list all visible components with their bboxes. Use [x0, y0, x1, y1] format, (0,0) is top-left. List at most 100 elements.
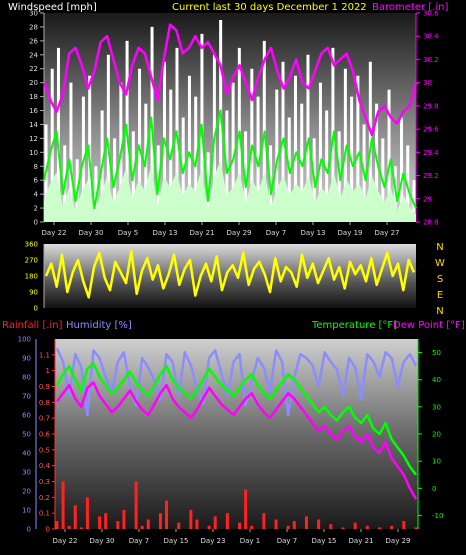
direction-tick-label: 270 — [25, 257, 38, 265]
barometer-tick-label: 29.8 — [423, 102, 439, 110]
barometer-tick-label: 30.2 — [423, 56, 439, 64]
barometer-tick-label: 30 — [423, 79, 432, 87]
dewpoint-label: Dew Point [°F] — [393, 320, 465, 331]
humidity-tick-label: 0 — [27, 526, 31, 534]
wind-tick-label: 18 — [29, 93, 38, 101]
dewpoint-line — [56, 381, 418, 500]
wind-tick-label: 22 — [29, 65, 38, 73]
weather-x-tick-label: Day 30 — [90, 537, 115, 545]
wind-tick-label: 16 — [29, 107, 38, 115]
rain-tick-label: 0.4 — [39, 462, 51, 470]
rain-tick-label: 0.3 — [39, 478, 50, 486]
rain-tick-label: 0 — [46, 526, 50, 534]
weather-x-tick-label: Day 29 — [386, 537, 411, 545]
humidity-tick-label: 70 — [22, 393, 31, 401]
humidity-tick-label: 40 — [22, 450, 31, 458]
wind-tick-label: 0 — [34, 219, 38, 227]
wind-tick-label: 26 — [29, 37, 38, 45]
rain-tick-label: 0.5 — [39, 446, 50, 454]
rain-tick-label: 0.7 — [39, 415, 50, 423]
barometer-tick-label: 29.6 — [423, 126, 439, 134]
windspeed-label: Windspeed [mph] — [8, 2, 97, 13]
wind-tick-label: 2 — [34, 205, 38, 213]
compass-label: N — [436, 306, 443, 317]
barometer-tick-label: 30.4 — [423, 33, 439, 41]
rain-tick-label: 0.8 — [39, 399, 50, 407]
chart-title: Current last 30 days December 1 2022 — [172, 2, 367, 13]
wind-tick-label: 10 — [29, 149, 38, 157]
rainfall-label: Rainfall [.in] — [2, 320, 63, 331]
wind-x-tick-label: Day 13 — [301, 229, 326, 237]
temperature-line — [55, 362, 417, 476]
weather-x-tick-label: Day 22 — [53, 537, 78, 545]
barometer-label: Barometer [.in] — [372, 2, 448, 13]
wind-tick-label: 6 — [34, 177, 39, 185]
wind-tick-label: 20 — [29, 79, 38, 87]
rain-tick-label: 0.1 — [39, 510, 50, 518]
weather-plot-area — [55, 339, 418, 529]
compass-label: E — [437, 290, 443, 301]
direction-tick-label: 180 — [25, 273, 38, 281]
barometer-tick-label: 29.2 — [423, 172, 439, 180]
wind-x-tick-label: Day 27 — [375, 229, 400, 237]
wind-x-tick-label: Day 22 — [42, 229, 67, 237]
weather-x-tick-label: Day 7 — [129, 537, 150, 545]
temperature-tick-label: 50 — [432, 349, 441, 357]
humidity-tick-label: 20 — [22, 488, 31, 496]
temperature-tick-label: 40 — [432, 376, 441, 384]
barometer-tick-label: 30.6 — [423, 10, 439, 18]
rain-tick-label: 1.1 — [39, 351, 50, 359]
wind-tick-label: 4 — [34, 191, 39, 199]
wind-tick-label: 14 — [29, 121, 38, 129]
rain-tick-label: 1 — [46, 367, 50, 375]
wind-tick-label: 24 — [29, 51, 38, 59]
barometer-line — [42, 23, 418, 137]
temperature-tick-label: -10 — [432, 512, 443, 520]
wind-tick-label: 30 — [29, 10, 38, 18]
temperature-tick-label: 10 — [432, 458, 441, 466]
humidity-label: Humidity [%] — [66, 320, 132, 331]
compass-label: S — [437, 274, 443, 285]
humidity-tick-label: 60 — [22, 412, 31, 420]
rain-tick-label: 0.2 — [39, 494, 50, 502]
temperature-tick-label: 20 — [432, 431, 441, 439]
direction-tick-label: 90 — [29, 289, 38, 297]
humidity-tick-label: 90 — [22, 355, 31, 363]
chart-marks: 02468101214161820222426283028.82929.229.… — [18, 10, 445, 546]
wind-x-tick-label: Day 29 — [227, 229, 252, 237]
humidity-tick-label: 30 — [22, 469, 31, 477]
compass-label: W — [435, 258, 445, 269]
weather-x-tick-label: Day 21 — [349, 537, 374, 545]
humidity-tick-label: 80 — [22, 374, 31, 382]
wind-average-line — [43, 109, 417, 210]
wind-x-tick-label: Day 21 — [190, 229, 215, 237]
wind-average-fill — [44, 160, 416, 222]
wind-direction-line — [44, 249, 416, 299]
weather-x-tick-label: Day 7 — [277, 537, 298, 545]
barometer-tick-label: 29.4 — [423, 149, 439, 157]
weather-x-tick-label: Day 1 — [240, 537, 261, 545]
weather-x-tick-label: Day 15 — [312, 537, 337, 545]
barometer-tick-label: 28.8 — [423, 219, 439, 227]
wind-x-tick-label: Day 30 — [79, 229, 104, 237]
wind-tick-label: 12 — [29, 135, 38, 143]
temperature-label: Temperature [°F] — [311, 320, 397, 331]
temperature-tick-label: 0 — [432, 485, 436, 493]
wind-x-tick-label: Day 7 — [266, 229, 287, 237]
wind-x-tick-label: Day 5 — [118, 229, 139, 237]
wind-tick-label: 8 — [34, 163, 38, 171]
direction-tick-label: 360 — [25, 241, 38, 249]
temperature-tick-label: 30 — [432, 403, 441, 411]
wind-x-tick-label: Day 13 — [153, 229, 178, 237]
humidity-tick-label: 100 — [18, 336, 31, 344]
weather-x-tick-label: Day 23 — [201, 537, 226, 545]
barometer-tick-label: 29 — [423, 195, 432, 203]
humidity-tick-label: 10 — [22, 507, 31, 515]
humidity-tick-label: 50 — [22, 431, 31, 439]
compass-label: N — [436, 242, 443, 253]
wind-tick-label: 28 — [29, 23, 38, 31]
rain-tick-label: 0.6 — [39, 431, 51, 439]
weather-x-tick-label: Day 15 — [164, 537, 189, 545]
